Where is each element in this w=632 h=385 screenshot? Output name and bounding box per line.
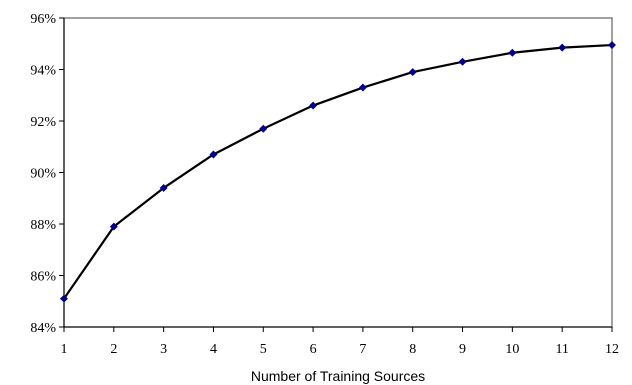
data-point (608, 41, 616, 50)
x-tick-label: 3 (160, 342, 167, 357)
x-tick-label: 7 (359, 342, 366, 357)
y-tick-label: 88% (30, 218, 56, 233)
x-tick-label: 4 (210, 342, 217, 357)
x-axis-ticks: 1 2 3 4 5 6 7 8 9 10 11 12 (61, 327, 619, 357)
data-point (109, 222, 118, 231)
data-point (358, 83, 367, 92)
x-tick-label: 8 (409, 342, 416, 357)
data-point (408, 68, 417, 77)
data-point (458, 57, 467, 66)
x-tick-label: 2 (110, 342, 117, 357)
x-tick-label: 10 (505, 342, 519, 357)
data-point (508, 48, 517, 57)
series-line (63, 43, 613, 300)
x-tick-label: 6 (310, 342, 317, 357)
y-tick-label: 92% (30, 115, 56, 130)
data-point (60, 294, 68, 303)
y-tick-label: 84% (30, 321, 56, 336)
x-tick-label: 5 (260, 342, 267, 357)
y-tick-label: 96% (30, 12, 56, 27)
data-point (209, 150, 218, 159)
x-tick-label: 1 (61, 342, 68, 357)
data-point (309, 101, 318, 110)
y-tick-label: 90% (30, 167, 56, 182)
series-layer (60, 41, 616, 303)
data-point (558, 43, 567, 52)
y-axis-ticks: 84% 86% 88% 90% 92% 94% 96% (30, 12, 64, 336)
data-point (159, 183, 168, 192)
y-tick-label: 94% (30, 64, 56, 79)
x-axis-title: Number of Training Sources (251, 368, 425, 384)
x-tick-label: 9 (459, 342, 466, 357)
plot-frame (63, 17, 613, 328)
data-point (259, 124, 268, 133)
x-tick-label: 12 (605, 342, 619, 357)
x-tick-label: 11 (555, 342, 568, 357)
y-tick-label: 86% (30, 270, 56, 285)
